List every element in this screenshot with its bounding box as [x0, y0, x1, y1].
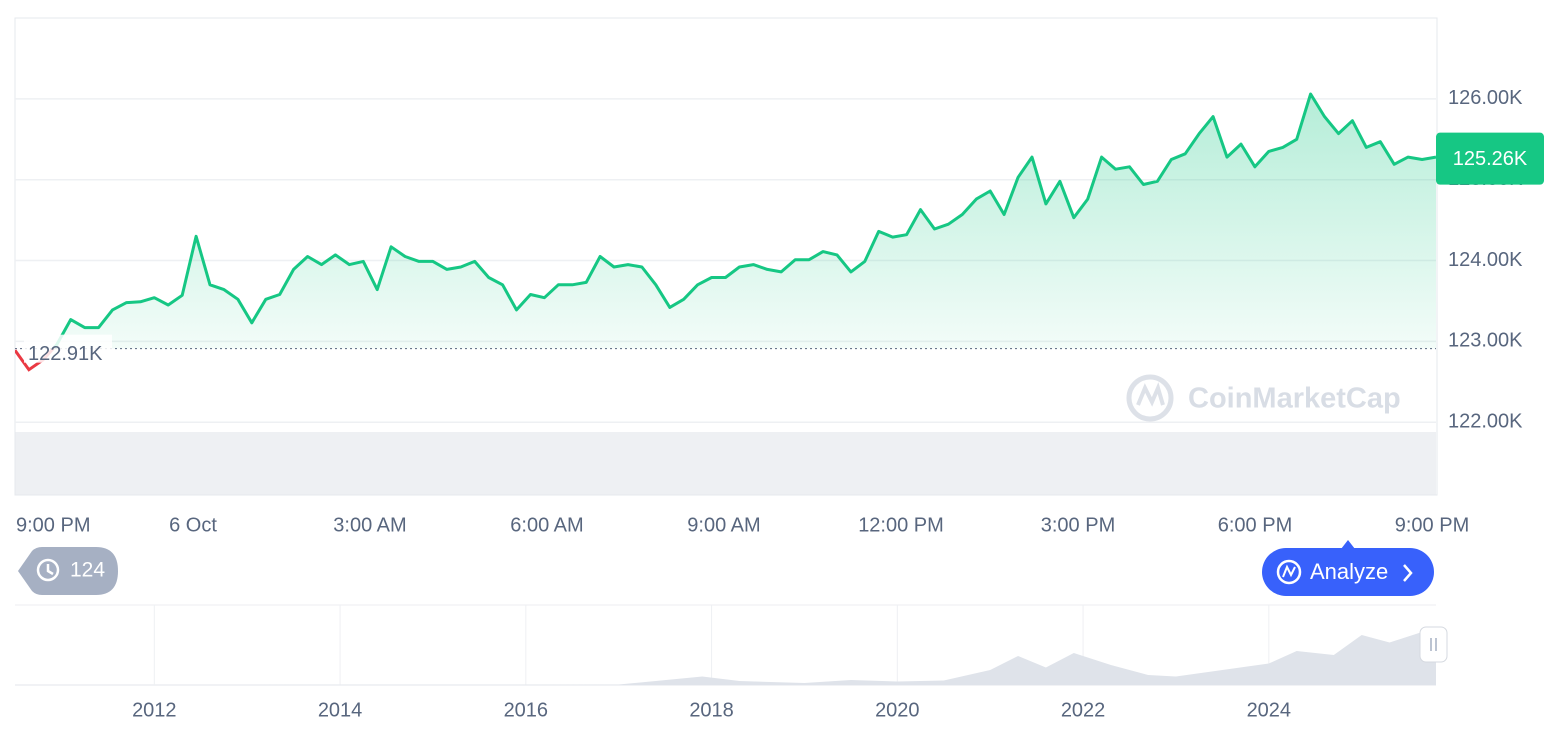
price-line [51, 92, 1436, 349]
x-tick-label: 6 Oct [169, 514, 217, 536]
x-tick-label: 6:00 PM [1218, 514, 1292, 536]
volume-band [15, 432, 1436, 495]
x-tick-label: 2014 [318, 699, 363, 721]
x-tick-label: 2016 [504, 699, 549, 721]
x-tick-label: 2018 [689, 699, 734, 721]
x-tick-label: 12:00 PM [858, 514, 944, 536]
y-tick-label: 122.00K [1448, 411, 1523, 433]
baseline-label: 122.91K [28, 343, 103, 365]
x-tick-label: 2024 [1247, 699, 1292, 721]
plot-frame [14, 17, 1438, 496]
history-count: 124 [70, 559, 105, 582]
price-badge [1436, 132, 1544, 185]
area [15, 94, 1436, 349]
history-pill[interactable]: 124 [18, 547, 118, 595]
analyze-label: Analyze [1310, 559, 1388, 584]
x-tick-label: 9:00 AM [687, 514, 760, 536]
navigator-handle[interactable] [1419, 626, 1448, 663]
history-area [15, 627, 1436, 685]
price-badge-label: 125.26K [1453, 148, 1528, 170]
x-tick-label: 9:00 PM [1395, 514, 1469, 536]
x-tick-label: 9:00 PM [16, 514, 90, 536]
y-tick-label: 124.00K [1448, 249, 1523, 271]
x-tick-label: 3:00 AM [333, 514, 406, 536]
navigator: 2012 2014 2016 2018 2020 2022 2024 [15, 604, 1436, 721]
watermark-text: CoinMarketCap [1188, 383, 1401, 415]
main-chart: 122.00K123.00K124.00K125.00K126.00K9:00 … [15, 87, 1544, 536]
x-tick-label: 6:00 AM [510, 514, 583, 536]
x-tick-label: 3:00 PM [1041, 514, 1115, 536]
x-tick-label: 2020 [875, 699, 920, 721]
y-tick-label: 126.00K [1448, 87, 1523, 109]
watermark: CoinMarketCap [1126, 374, 1401, 422]
x-tick-label: 2022 [1061, 699, 1106, 721]
baseline-label-bg [24, 334, 112, 363]
analyze-button[interactable]: Analyze [1262, 540, 1434, 596]
y-tick-label: 123.00K [1448, 330, 1523, 352]
x-tick-label: 2012 [132, 699, 177, 721]
